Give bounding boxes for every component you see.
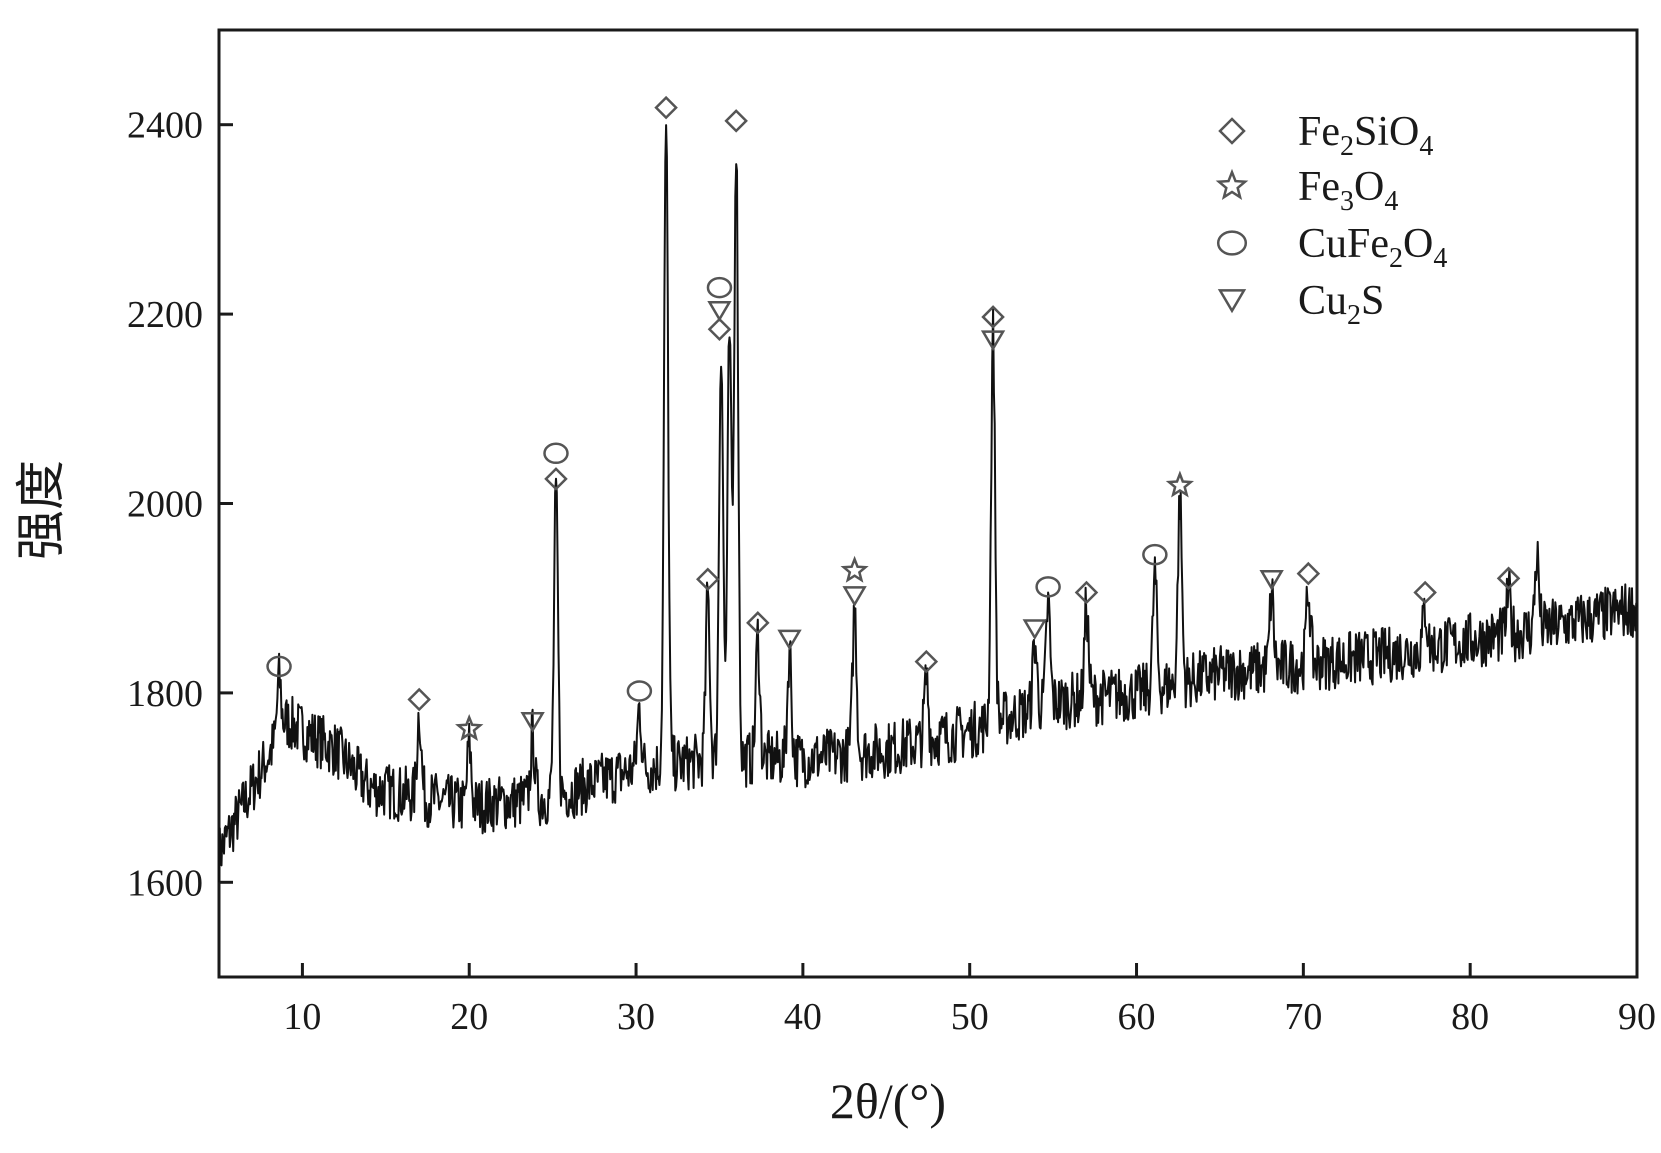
- legend-subscript: 4: [1433, 243, 1447, 274]
- legend-text-part: O: [1403, 221, 1433, 267]
- diamond-marker: [724, 109, 748, 133]
- x-tick-label: 40: [784, 996, 822, 1038]
- legend-subscript: 3: [1340, 186, 1354, 217]
- triangle-marker: [842, 586, 867, 607]
- triangle-marker: [707, 301, 732, 322]
- plot-frame: [217, 28, 1639, 979]
- legend-text-part: Fe: [1298, 164, 1340, 210]
- circle-marker: [1035, 576, 1061, 598]
- triangle-marker: [1022, 619, 1047, 640]
- triangle-marker: [980, 330, 1006, 352]
- diamond-marker: [1296, 561, 1321, 586]
- y-tick-label: 2200: [127, 294, 203, 336]
- x-tick-label: 90: [1618, 996, 1656, 1038]
- triangle-marker: [777, 629, 802, 651]
- legend-subscript: 2: [1389, 243, 1403, 274]
- y-axis-title: 强度: [13, 460, 69, 560]
- x-tick-label: 20: [450, 996, 488, 1038]
- circle-marker: [706, 276, 733, 299]
- ticks-layer: 10 20 30 40 50 60 70 80 90 1600 1800 2000 2200 2400: [127, 105, 1656, 1038]
- diamond-marker: [696, 567, 720, 592]
- diamond-marker: [707, 317, 732, 342]
- peak-markers-layer: [266, 95, 1521, 741]
- legend-text-part: SiO: [1354, 109, 1419, 155]
- diamond-marker: [914, 649, 939, 674]
- diamond-marker: [1218, 117, 1246, 145]
- triangle-marker: [520, 712, 545, 733]
- legend-text-part: S: [1361, 278, 1384, 324]
- legend-text-part: CuFe: [1298, 221, 1389, 267]
- x-tick-label: 80: [1451, 996, 1489, 1038]
- triangle-marker: [1259, 570, 1284, 591]
- diamond-marker: [1496, 566, 1521, 591]
- legend-text-part: Fe: [1298, 109, 1340, 155]
- legend-subscript: 2: [1340, 131, 1354, 162]
- legend-text-part: O: [1354, 164, 1384, 210]
- star-marker: [840, 555, 869, 583]
- circle-marker: [626, 680, 653, 702]
- y-tick-label: 2400: [127, 105, 203, 147]
- y-tick-label: 1600: [127, 862, 203, 904]
- legend-label: Cu2S: [1298, 278, 1384, 331]
- diamond-marker: [1074, 580, 1099, 605]
- legend-subscript: 4: [1384, 186, 1398, 217]
- star-marker: [1215, 168, 1249, 200]
- legend-subscript: 2: [1347, 300, 1361, 331]
- y-tick-label: 2000: [127, 484, 203, 526]
- circle-marker: [266, 655, 292, 678]
- legend-label: Fe2SiO4: [1298, 109, 1433, 162]
- legend-label: Fe3O4: [1298, 164, 1398, 217]
- triangle-marker: [1217, 289, 1247, 314]
- x-tick-label: 70: [1284, 996, 1322, 1038]
- xrd-trace: [218, 124, 1638, 883]
- x-tick-label: 10: [283, 996, 321, 1038]
- x-tick-label: 60: [1118, 996, 1156, 1038]
- diamond-marker: [981, 305, 1005, 329]
- star-marker: [1165, 470, 1195, 498]
- diamond-marker: [407, 687, 431, 712]
- diamond-marker: [654, 95, 678, 120]
- diamond-marker: [544, 467, 568, 491]
- x-tick-label: 50: [951, 996, 989, 1038]
- circle-marker: [1216, 230, 1248, 256]
- legend-text-part: Cu: [1298, 278, 1347, 324]
- circle-marker: [543, 442, 569, 465]
- star-marker: [455, 714, 484, 741]
- y-tick-label: 1800: [127, 673, 203, 715]
- diamond-marker: [746, 611, 770, 635]
- x-tick-label: 30: [617, 996, 655, 1038]
- legend-label: CuFe2O4: [1298, 221, 1447, 274]
- series-layer: [218, 124, 1638, 883]
- diamond-marker: [1413, 580, 1437, 605]
- circle-marker: [1142, 543, 1168, 566]
- legend-subscript: 4: [1419, 131, 1433, 162]
- x-axis-title: 2θ/(°): [830, 1073, 946, 1129]
